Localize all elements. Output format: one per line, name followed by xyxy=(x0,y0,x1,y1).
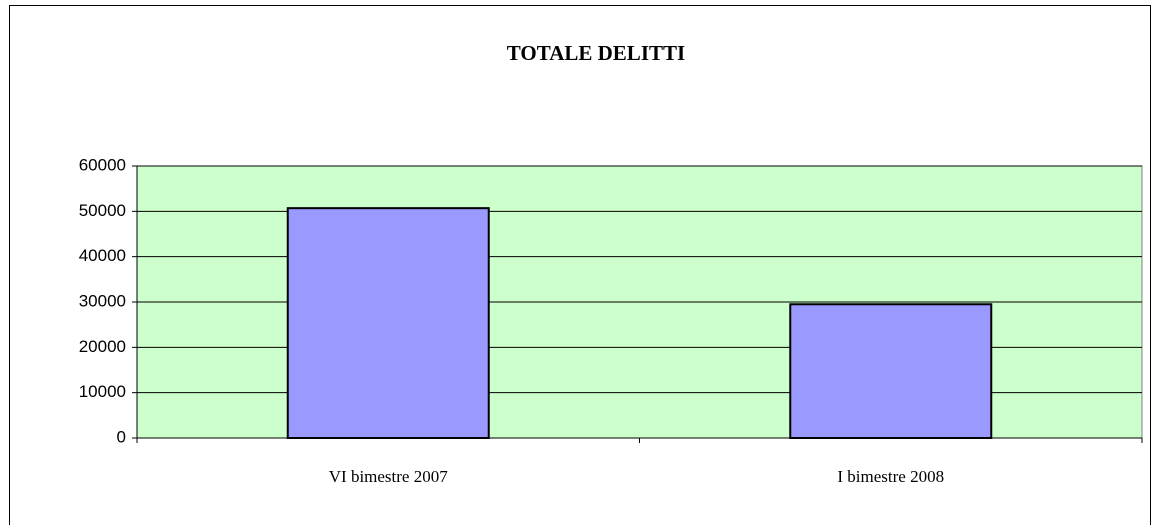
x-tick-label: VI bimestre 2007 xyxy=(329,467,448,486)
y-tick-label: 10000 xyxy=(79,382,126,401)
chart-title: TOTALE DELITTI xyxy=(507,41,685,65)
bar xyxy=(789,303,993,439)
y-tick-label: 40000 xyxy=(79,246,126,265)
x-tick-label: I bimestre 2008 xyxy=(837,467,944,486)
marks xyxy=(286,207,993,439)
chart-frame xyxy=(9,5,1151,525)
y-tick-label: 30000 xyxy=(79,291,126,310)
y-tick-label: 20000 xyxy=(79,337,126,356)
y-tick-label: 50000 xyxy=(79,201,126,220)
y-tick-label: 60000 xyxy=(79,155,126,174)
y-tick-label: 0 xyxy=(117,427,126,446)
bar xyxy=(286,207,490,439)
